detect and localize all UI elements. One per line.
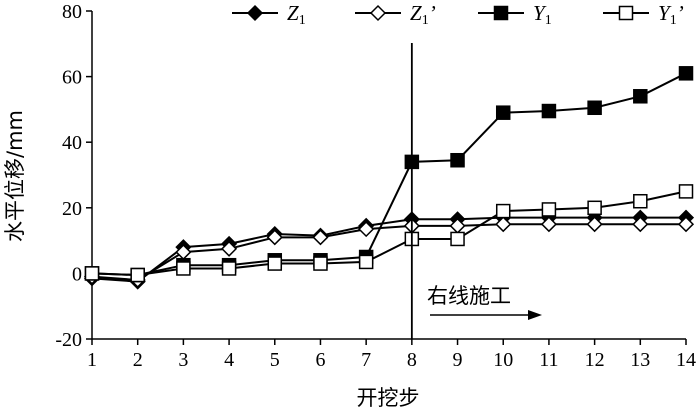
data-point [358,254,374,270]
legend-label: Z1 [287,1,306,28]
x-tick-label: 13 [630,349,650,371]
x-tick-label: 2 [133,349,143,371]
data-point [130,267,145,283]
x-tick-label: 11 [539,349,558,371]
series-line-2 [91,72,687,277]
data-point [221,261,237,276]
data-point [312,229,329,246]
data-point [84,266,100,281]
data-point [586,216,603,233]
series-line-3 [91,190,687,277]
data-point [587,200,602,216]
x-tick-label: 10 [493,349,513,371]
y-tick-label: 80 [62,1,82,23]
y-axis-title: 水平位移/mm [3,110,27,242]
data-point [678,66,694,81]
legend-label: Z1’ [410,1,436,28]
annotation-label: 右线施工 [427,284,511,308]
data-point [176,261,191,276]
x-tick-label: 5 [270,349,280,371]
data-point [221,240,238,257]
legend-marker [246,4,264,22]
y-tick-label: 20 [62,198,82,220]
data-point [540,216,557,233]
y-tick-label: 60 [62,67,82,89]
x-tick-label: 7 [361,349,371,371]
annotation-arrow-head [528,310,542,320]
x-axis-title: 开挖步 [357,386,420,410]
legend-marker [493,5,509,21]
data-point [266,229,283,246]
data-point [495,105,511,120]
x-tick-label: 6 [315,349,325,371]
data-point [541,202,557,217]
legend-marker [618,5,634,21]
x-tick-label: 8 [407,349,417,371]
data-point [633,193,648,209]
x-tick-label: 3 [178,349,188,371]
data-point [677,216,695,233]
y-tick-label: -20 [55,329,82,351]
legend: Z1 Z1’ Y1 Y1’ [232,1,684,28]
legend-label: Y1’ [658,1,684,28]
data-point [587,100,602,116]
data-point [358,221,375,238]
data-point [633,89,648,104]
y-tick-label: 40 [62,132,82,154]
x-tick-label: 4 [224,349,234,371]
x-tick-label: 14 [676,349,696,371]
data-point [495,203,511,219]
data-point [678,184,694,199]
data-point [450,152,465,168]
y-tick-label: 0 [72,263,82,285]
data-point [313,256,328,271]
data-point [495,216,512,233]
data-point [450,231,465,247]
x-tick-label: 12 [585,349,605,371]
data-point [632,216,649,233]
data-point [267,256,283,271]
data-point [541,103,557,119]
legend-marker [369,4,387,22]
annotation: 右线施工 [410,43,542,339]
legend-label: Y1 [533,1,552,28]
series-markers [83,66,695,290]
x-tick-label: 9 [453,349,463,371]
x-tick-label: 1 [87,349,97,371]
